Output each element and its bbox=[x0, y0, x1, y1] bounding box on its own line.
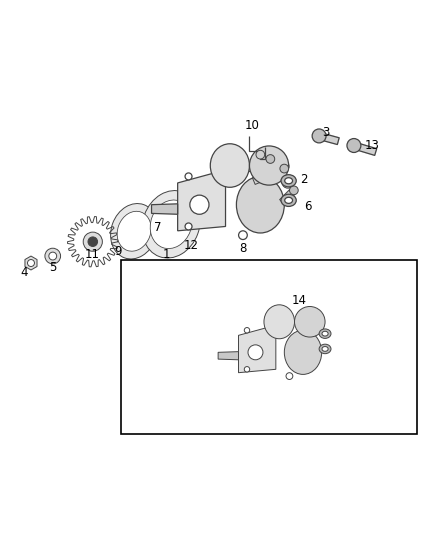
Text: 5: 5 bbox=[49, 261, 57, 274]
Circle shape bbox=[83, 232, 102, 251]
Ellipse shape bbox=[210, 144, 250, 187]
Text: 6: 6 bbox=[304, 200, 312, 213]
Ellipse shape bbox=[250, 146, 289, 185]
Text: 3: 3 bbox=[322, 126, 329, 139]
Ellipse shape bbox=[285, 197, 293, 204]
Polygon shape bbox=[152, 204, 178, 214]
Ellipse shape bbox=[110, 204, 158, 259]
Circle shape bbox=[244, 367, 250, 372]
Text: 12: 12 bbox=[184, 239, 199, 252]
Bar bbox=[121, 260, 417, 434]
Polygon shape bbox=[178, 170, 226, 231]
Text: 7: 7 bbox=[154, 221, 162, 234]
Circle shape bbox=[244, 328, 250, 333]
Circle shape bbox=[282, 177, 293, 188]
Text: 9: 9 bbox=[114, 245, 122, 258]
Polygon shape bbox=[353, 142, 377, 156]
Text: 14: 14 bbox=[292, 294, 307, 307]
Ellipse shape bbox=[264, 305, 294, 339]
Ellipse shape bbox=[322, 332, 328, 336]
Ellipse shape bbox=[281, 194, 296, 206]
Circle shape bbox=[280, 164, 289, 173]
Text: 13: 13 bbox=[365, 139, 380, 152]
Polygon shape bbox=[239, 325, 276, 373]
Circle shape bbox=[185, 223, 192, 230]
Circle shape bbox=[285, 180, 291, 185]
Circle shape bbox=[266, 155, 275, 163]
Circle shape bbox=[256, 150, 265, 159]
Circle shape bbox=[248, 345, 263, 360]
Text: 1: 1 bbox=[163, 248, 170, 261]
Circle shape bbox=[265, 148, 277, 159]
Text: 2: 2 bbox=[300, 173, 307, 186]
Ellipse shape bbox=[117, 211, 151, 251]
Ellipse shape bbox=[281, 175, 296, 187]
Circle shape bbox=[88, 237, 98, 246]
Ellipse shape bbox=[294, 306, 325, 337]
Polygon shape bbox=[25, 256, 37, 270]
Ellipse shape bbox=[181, 340, 222, 387]
Circle shape bbox=[45, 248, 60, 264]
Ellipse shape bbox=[150, 200, 192, 248]
Circle shape bbox=[312, 129, 326, 143]
Ellipse shape bbox=[284, 330, 321, 374]
Circle shape bbox=[290, 186, 298, 195]
Polygon shape bbox=[279, 188, 297, 205]
Text: 4: 4 bbox=[20, 265, 28, 279]
Polygon shape bbox=[239, 156, 272, 175]
Circle shape bbox=[280, 163, 286, 169]
Circle shape bbox=[185, 173, 192, 180]
Ellipse shape bbox=[319, 344, 331, 354]
Text: 8: 8 bbox=[239, 242, 247, 255]
Ellipse shape bbox=[285, 177, 293, 184]
Circle shape bbox=[239, 231, 247, 239]
Circle shape bbox=[286, 373, 293, 379]
Circle shape bbox=[49, 252, 57, 260]
Ellipse shape bbox=[319, 329, 331, 338]
Ellipse shape bbox=[322, 346, 328, 351]
Circle shape bbox=[28, 260, 35, 266]
Circle shape bbox=[268, 150, 274, 156]
Ellipse shape bbox=[237, 176, 284, 233]
Text: 11: 11 bbox=[85, 248, 99, 261]
Polygon shape bbox=[252, 165, 286, 184]
Ellipse shape bbox=[187, 346, 216, 381]
Text: 10: 10 bbox=[244, 118, 259, 132]
Ellipse shape bbox=[142, 191, 200, 258]
Circle shape bbox=[190, 195, 209, 214]
Polygon shape bbox=[318, 133, 339, 144]
Circle shape bbox=[278, 161, 289, 172]
Circle shape bbox=[347, 139, 361, 152]
Polygon shape bbox=[218, 352, 239, 360]
